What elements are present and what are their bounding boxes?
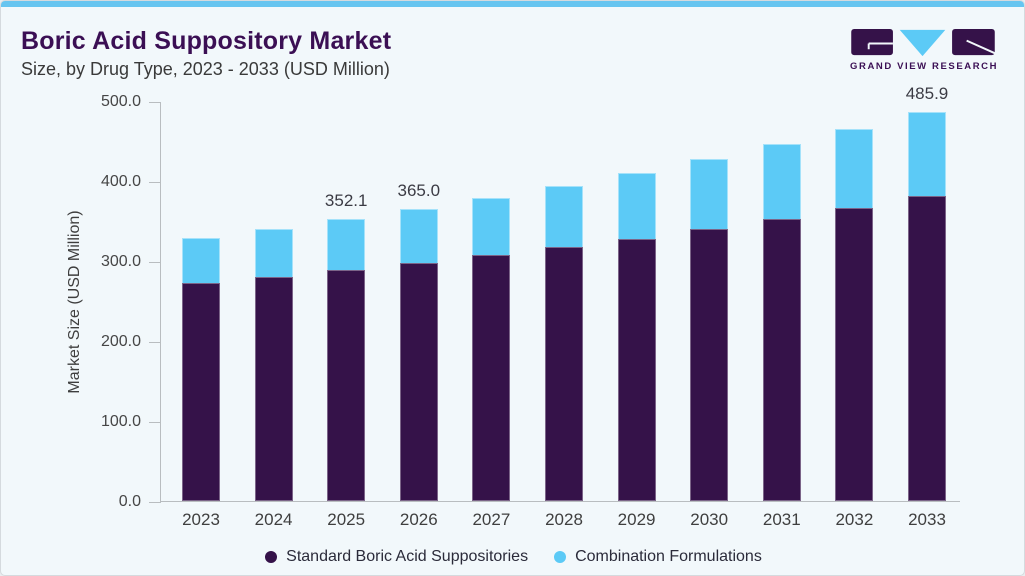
bar-segment-standard-2023[interactable] <box>182 282 220 501</box>
bar-segment-standard-2028[interactable] <box>545 247 583 501</box>
page-subtitle: Size, by Drug Type, 2023 - 2033 (USD Mil… <box>21 58 390 79</box>
bar-segment-standard-2024[interactable] <box>254 277 293 501</box>
x-axis-label-2027: 2027 <box>472 510 511 529</box>
bar-segment-combination-2024[interactable] <box>254 229 293 277</box>
gvr-logo-mark <box>851 28 996 57</box>
bar-segment-standard-2026[interactable] <box>399 262 438 501</box>
y-axis-tick-label: 500.0 <box>100 93 141 110</box>
plot-area: 0.0 100.0 200.0 300.0 400.0 500.0 2023 2024 352.… <box>101 84 960 529</box>
bar-segment-combination-2028[interactable] <box>545 186 583 248</box>
x-axis-label-2032: 2032 <box>835 510 874 529</box>
bar-2029[interactable] <box>617 101 656 501</box>
y-axis-tick-label: 100.0 <box>100 413 141 430</box>
bar-segment-standard-2027[interactable] <box>472 255 511 501</box>
bar-segment-combination-2029[interactable] <box>617 173 656 240</box>
y-axis-tick-label: 400.0 <box>100 173 141 190</box>
accent-strip <box>1 1 1024 7</box>
bar-segment-standard-2030[interactable] <box>690 229 729 501</box>
y-axis-tick-label: 0.0 <box>118 493 141 510</box>
bar-2032[interactable] <box>835 101 874 501</box>
y-axis-tick <box>149 101 161 103</box>
bar-2024[interactable] <box>254 101 293 501</box>
bar-2028[interactable] <box>545 101 583 501</box>
legend-item-standard: Standard Boric Acid Suppositories <box>265 548 528 566</box>
combination-series-dot-icon <box>554 551 567 563</box>
y-axis-tick <box>149 261 161 263</box>
bar-segment-combination-2025[interactable] <box>327 219 366 270</box>
chart-legend: Standard Boric Acid Suppositories Combin… <box>1 548 1024 566</box>
legend-item-combination: Combination Formulations <box>554 548 762 566</box>
x-axis-label-2026: 2026 <box>399 510 438 529</box>
bar-segment-combination-2023[interactable] <box>182 237 220 283</box>
bar-segment-standard-2032[interactable] <box>835 208 874 501</box>
y-axis-tick <box>149 501 161 503</box>
bar-segment-combination-2031[interactable] <box>762 143 801 219</box>
y-axis-tick-label: 200.0 <box>100 333 141 350</box>
bar-segment-standard-2029[interactable] <box>617 239 656 501</box>
y-axis-tick <box>149 421 161 423</box>
bar-2030[interactable] <box>690 101 729 501</box>
bar-segment-combination-2026[interactable] <box>399 209 438 263</box>
legend-label-standard: Standard Boric Acid Suppositories <box>286 548 529 565</box>
bar-2023[interactable] <box>182 101 220 501</box>
bar-segment-combination-2033[interactable] <box>908 112 946 197</box>
page-title: Boric Acid Suppository Market <box>21 27 392 55</box>
bar-segment-combination-2027[interactable] <box>472 197 511 256</box>
y-axis-title: Market Size (USD Million) <box>66 210 83 394</box>
y-axis-tick <box>149 181 161 183</box>
x-axis-label-2024: 2024 <box>254 510 293 529</box>
bar-2031[interactable] <box>762 101 801 501</box>
x-axis-label-2025: 2025 <box>327 510 366 529</box>
legend-label-combination: Combination Formulations <box>575 548 762 565</box>
bar-segment-combination-2032[interactable] <box>835 129 874 209</box>
bar-segment-combination-2030[interactable] <box>690 159 729 229</box>
bar-segment-standard-2025[interactable] <box>327 269 366 501</box>
bar-2033[interactable] <box>908 101 946 501</box>
bar-value-label-2025: 352.1 <box>324 191 368 211</box>
x-axis-label-2031: 2031 <box>762 510 801 529</box>
gvr-logo-text: GRAND VIEW RESEARCH <box>850 61 999 72</box>
bar-value-label-2033: 485.9 <box>905 84 949 104</box>
grand-view-research-logo: GRAND VIEW RESEARCH <box>850 27 999 72</box>
bar-2027[interactable] <box>472 101 511 501</box>
x-axis-label-2033: 2033 <box>908 510 946 529</box>
standard-series-dot-icon <box>265 551 278 563</box>
x-axis-label-2023: 2023 <box>182 510 220 529</box>
bar-2025[interactable] <box>327 101 366 501</box>
x-axis-label-2029: 2029 <box>617 510 656 529</box>
bar-2026[interactable] <box>399 101 438 501</box>
bar-segment-standard-2033[interactable] <box>908 196 946 501</box>
bar-segment-standard-2031[interactable] <box>762 218 801 501</box>
bar-value-label-2026: 365.0 <box>397 181 441 200</box>
x-axis-label-2030: 2030 <box>690 510 729 529</box>
y-axis-tick-label: 300.0 <box>100 253 141 270</box>
y-axis-tick <box>149 341 161 343</box>
x-axis-label-2028: 2028 <box>545 510 583 529</box>
chart-header: Boric Acid Suppository Market Size, by D… <box>21 27 391 81</box>
